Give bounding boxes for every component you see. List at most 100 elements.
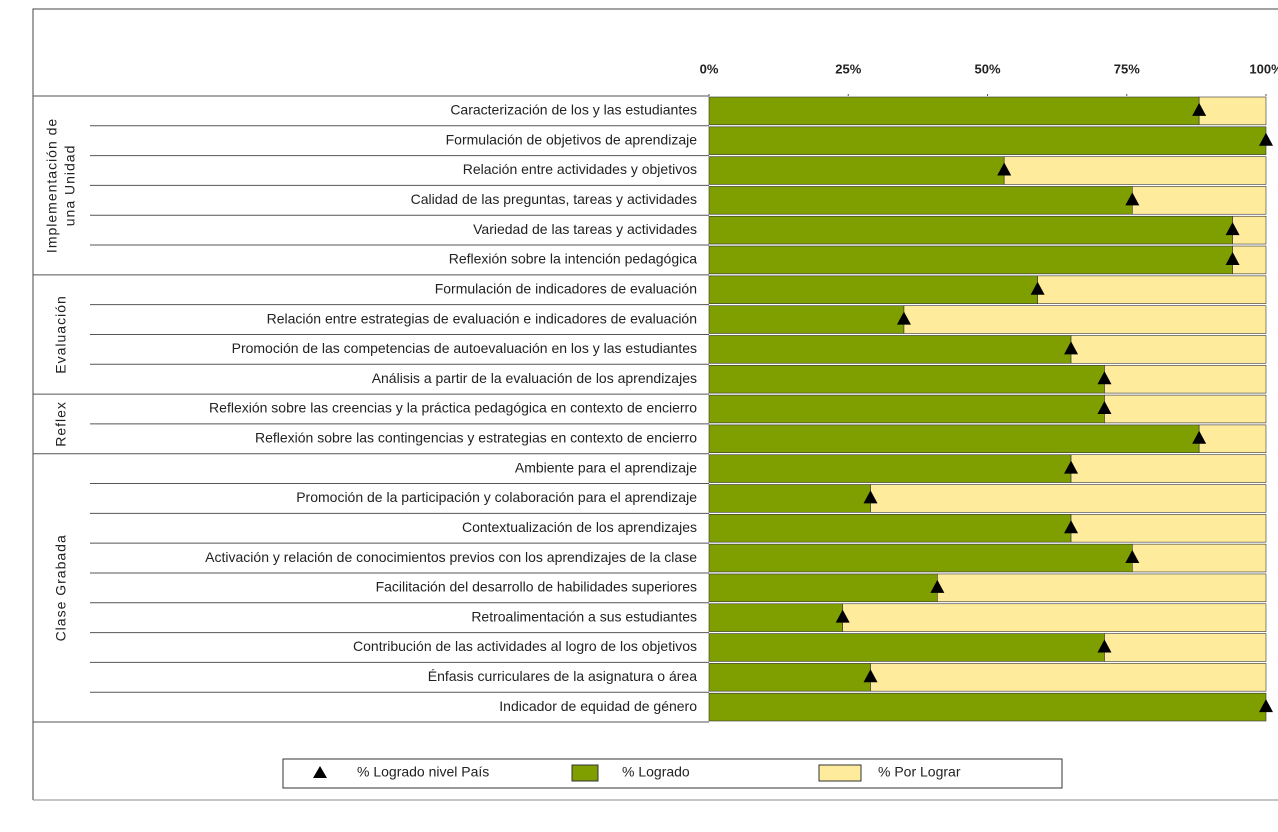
- category-label: Análisis a partir de la evaluación de lo…: [372, 370, 697, 386]
- bar-segment: [708, 186, 1133, 215]
- bar-segment: [1132, 543, 1267, 573]
- bar-segment: [708, 663, 871, 692]
- marker: [1192, 430, 1207, 444]
- bar-segment: [1037, 275, 1267, 304]
- bar-segment: [1104, 394, 1267, 424]
- marker: [863, 669, 878, 683]
- frame: [32, 8, 1278, 800]
- bar-segment: [1003, 156, 1267, 185]
- category-label: Facilitación del desarrollo de habilidad…: [376, 579, 697, 595]
- marker: [1097, 371, 1112, 385]
- bar-segment: [870, 484, 1267, 513]
- bar-segment: [842, 603, 1267, 632]
- marker: [930, 579, 945, 593]
- marker: [896, 311, 911, 325]
- bar-segment: [708, 245, 1233, 275]
- bar-segment: [708, 573, 938, 603]
- category-label: Ambiente para el aprendizaje: [515, 459, 697, 475]
- x-tick-label: 25%: [835, 61, 861, 76]
- marker: [1192, 102, 1207, 116]
- bar-segment: [708, 543, 1133, 573]
- group-label-line: Reflex: [53, 401, 69, 447]
- category-label: Énfasis curriculares de la asignatura o …: [428, 668, 697, 684]
- group-label: Reflex: [53, 401, 69, 447]
- bar-segment: [708, 156, 1005, 185]
- legend-label: % Por Lograr: [878, 764, 961, 780]
- bar-segment: [937, 573, 1267, 603]
- bar-segment: [708, 335, 1072, 364]
- marker: [1259, 699, 1273, 713]
- category-label: Relación entre actividades y objetivos: [463, 161, 697, 177]
- category-label: Caracterización de los y las estudiantes: [450, 102, 697, 118]
- bar-segment: [1070, 514, 1267, 543]
- group-label: Clase Grabada: [53, 534, 69, 641]
- bar-segment: [1198, 424, 1267, 454]
- legend-swatch: [571, 764, 599, 782]
- bar-segment: [708, 394, 1105, 424]
- category-label: Variedad de las tareas y actividades: [473, 221, 697, 237]
- marker: [1030, 281, 1045, 295]
- bar-segment: [1232, 245, 1267, 275]
- category-label: Contribución de las actividades al logro…: [353, 638, 697, 654]
- bar-segment: [708, 126, 1267, 155]
- category-label: Relación entre estrategias de evaluación…: [267, 310, 697, 326]
- bar-segment: [1132, 186, 1267, 215]
- category-label: Formulación de objetivos de aprendizaje: [446, 131, 698, 147]
- marker: [1125, 192, 1140, 206]
- bar-segment: [708, 484, 871, 513]
- marker: [1225, 251, 1240, 265]
- marker: [1225, 222, 1240, 236]
- legend-label: % Logrado nivel País: [357, 764, 489, 780]
- group-label: Evaluación: [53, 295, 69, 374]
- marker: [1259, 132, 1273, 146]
- bar-segment: [708, 633, 1105, 662]
- x-tick-label: 50%: [974, 61, 1000, 76]
- category-label: Promoción de la participación y colabora…: [296, 489, 697, 505]
- bar-segment: [903, 305, 1267, 334]
- legend-box: [282, 758, 1063, 789]
- category-label: Retroalimentación a sus estudiantes: [471, 608, 697, 624]
- bar-segment: [1232, 215, 1267, 245]
- x-tick-label: 75%: [1114, 61, 1140, 76]
- bar-segment: [1104, 364, 1267, 394]
- bar-segment: [1198, 96, 1267, 126]
- category-label: Contextualización de los aprendizajes: [462, 519, 697, 535]
- category-label: Promoción de las competencias de autoeva…: [232, 340, 697, 356]
- bar-segment: [708, 454, 1072, 483]
- bar-segment: [708, 692, 1267, 722]
- category-label: Formulación de indicadores de evaluación: [435, 280, 697, 296]
- bar-segment: [708, 215, 1233, 245]
- category-label: Calidad de las preguntas, tareas y activ…: [411, 191, 697, 207]
- group-label-line: Evaluación: [53, 295, 69, 374]
- marker: [1064, 341, 1079, 355]
- group-label-line: una Unidad: [62, 145, 78, 227]
- category-label: Reflexión sobre la intención pedagógica: [449, 251, 697, 267]
- category-label: Activación y relación de conocimientos p…: [205, 549, 697, 565]
- bar-segment: [708, 275, 1038, 304]
- x-tick-label: 0%: [700, 61, 719, 76]
- legend-label: % Logrado: [622, 764, 690, 780]
- legend-marker: [313, 766, 327, 778]
- marker: [1125, 550, 1140, 564]
- marker: [1097, 639, 1112, 653]
- marker: [863, 490, 878, 504]
- marker: [835, 609, 850, 623]
- x-tick-label: 100%: [1249, 61, 1278, 76]
- bar-segment: [1070, 454, 1267, 483]
- category-label: Reflexión sobre las creencias y la práct…: [209, 400, 697, 416]
- bar-segment: [870, 663, 1267, 692]
- bar-segment: [708, 364, 1105, 394]
- group-label: Implementación de una Unidad: [44, 118, 78, 253]
- bar-segment: [1070, 335, 1267, 364]
- bar-segment: [708, 603, 843, 632]
- group-label-line: Implementación de: [44, 118, 60, 253]
- bar-segment: [708, 514, 1072, 543]
- marker: [1064, 520, 1079, 534]
- marker: [1064, 460, 1079, 474]
- category-label: Reflexión sobre las contingencias y estr…: [255, 430, 697, 446]
- bar-segment: [708, 424, 1200, 454]
- group-label-line: Clase Grabada: [53, 534, 69, 641]
- category-label: Indicador de equidad de género: [499, 698, 697, 714]
- bar-segment: [1104, 633, 1267, 662]
